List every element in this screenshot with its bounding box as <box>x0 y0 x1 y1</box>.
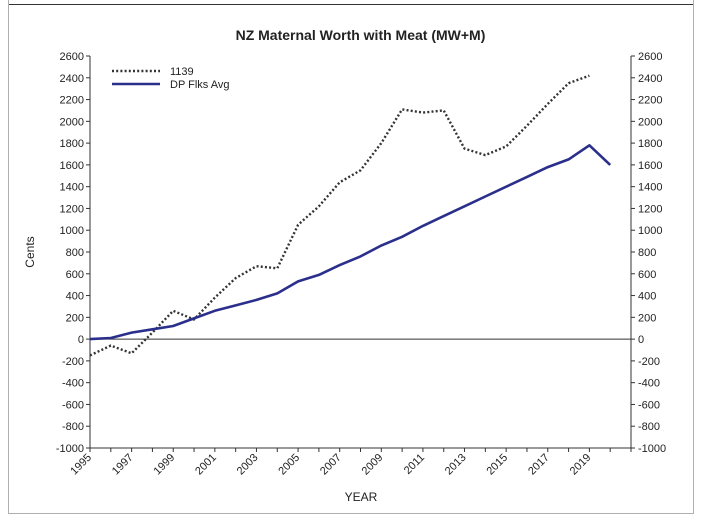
series-layer <box>89 74 612 357</box>
chart-title: NZ Maternal Worth with Meat (MW+M) <box>236 27 486 43</box>
y-tick-label-left: 200 <box>66 312 84 324</box>
y-tick-label-right: 600 <box>638 269 656 281</box>
y-tick-label-left: 400 <box>66 291 84 303</box>
y-tick-label-right: 2600 <box>638 51 662 63</box>
y-tick-label-right: 800 <box>638 247 656 259</box>
y-tick-label-left: -600 <box>62 399 84 411</box>
x-tick-label: 1999 <box>152 452 178 478</box>
y-tick-label-right: 1200 <box>638 203 662 215</box>
y-tick-label-right: 0 <box>638 334 644 346</box>
x-tick-label: 2007 <box>318 452 344 478</box>
y-tick-label-left: 0 <box>78 334 84 346</box>
series-line-dp-flks-avg <box>89 144 612 341</box>
y-tick-label-left: 1600 <box>60 160 84 172</box>
legend-label: 1139 <box>170 66 194 78</box>
y-tick-label-right: 1400 <box>638 182 662 194</box>
y-tick-label-left: -400 <box>62 378 84 390</box>
y-tick-label-left: 2600 <box>60 51 84 63</box>
y-tick-label-right: -400 <box>638 378 660 390</box>
y-tick-label-right: 2200 <box>638 95 662 107</box>
x-tick-label: 2019 <box>568 452 594 478</box>
x-tick-label: 2017 <box>526 452 552 478</box>
y-tick-label-right: -1000 <box>638 443 666 455</box>
y-tick-label-left: 2000 <box>60 116 84 128</box>
y-tick-label-left: 600 <box>66 269 84 281</box>
y-axis-label: Cents <box>23 236 37 267</box>
y-tick-label-left: 1800 <box>60 138 84 150</box>
x-tick-label: 1997 <box>110 452 136 478</box>
y-tick-label-right: 200 <box>638 312 656 324</box>
y-tick-label-left: 1000 <box>60 225 84 237</box>
x-tick-label: 2011 <box>402 452 427 477</box>
x-tick-label: 1995 <box>68 452 94 478</box>
x-tick-label: 2015 <box>484 452 510 478</box>
y-tick-label-right: 2400 <box>638 73 662 85</box>
y-tick-label-left: 1400 <box>60 182 84 194</box>
y-tick-label-left: -1000 <box>56 443 84 455</box>
top-border <box>8 4 694 5</box>
chart-frame <box>8 0 694 514</box>
x-tick-label: 2009 <box>360 452 386 478</box>
x-tick-label: 2001 <box>193 452 219 478</box>
x-axis-label: YEAR <box>345 490 378 504</box>
y-tick-label-left: 2400 <box>60 73 84 85</box>
y-tick-label-right: 2000 <box>638 116 662 128</box>
series-line-1139 <box>89 74 590 357</box>
y-tick-label-left: 800 <box>66 247 84 259</box>
x-tick-label: 2013 <box>443 452 469 478</box>
y-tick-label-left: -800 <box>62 421 84 433</box>
x-tick-label: 2005 <box>276 452 302 478</box>
y-tick-label-right: 1000 <box>638 225 662 237</box>
y-tick-label-right: 400 <box>638 291 656 303</box>
y-tick-label-left: 2200 <box>60 95 84 107</box>
y-tick-label-right: -600 <box>638 399 660 411</box>
y-tick-label-right: 1600 <box>638 160 662 172</box>
y-tick-label-left: -200 <box>62 356 84 368</box>
y-tick-label-right: -800 <box>638 421 660 433</box>
legend-label: DP Flks Avg <box>170 79 230 91</box>
y-tick-label-left: 1200 <box>60 203 84 215</box>
y-tick-label-right: -200 <box>638 356 660 368</box>
x-tick-label: 2003 <box>235 452 261 478</box>
y-tick-label-right: 1800 <box>638 138 662 150</box>
